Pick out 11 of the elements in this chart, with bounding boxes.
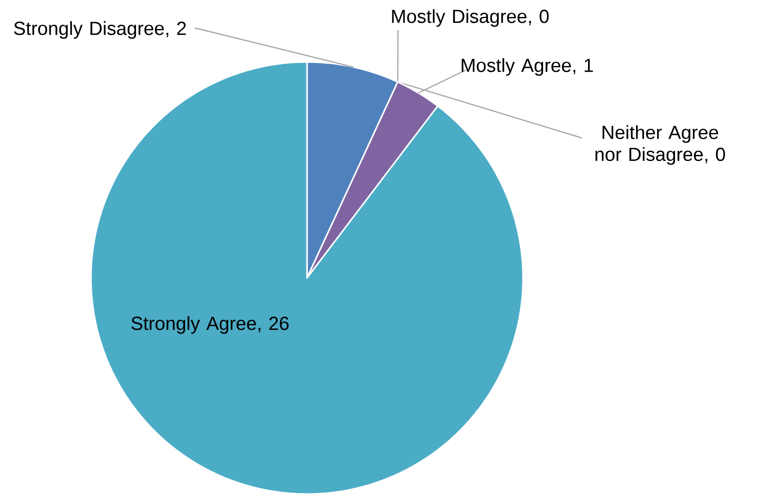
text: , 0: [529, 10, 549, 26]
data-label: , 26: [258, 316, 289, 332]
category-label: nor Disagree: [596, 147, 703, 165]
data-label: , 1: [573, 58, 593, 74]
data-label: , 2: [166, 22, 186, 38]
slice-label: Strongly Disagree: [14, 21, 164, 39]
slice-label: Mostly Agree: [462, 58, 571, 76]
category-label: Neither Agree: [602, 125, 718, 143]
category-label: Mostly Disagree: [392, 9, 526, 27]
text: , 0: [705, 148, 726, 164]
slice-label: Strongly Agree: [131, 316, 256, 334]
